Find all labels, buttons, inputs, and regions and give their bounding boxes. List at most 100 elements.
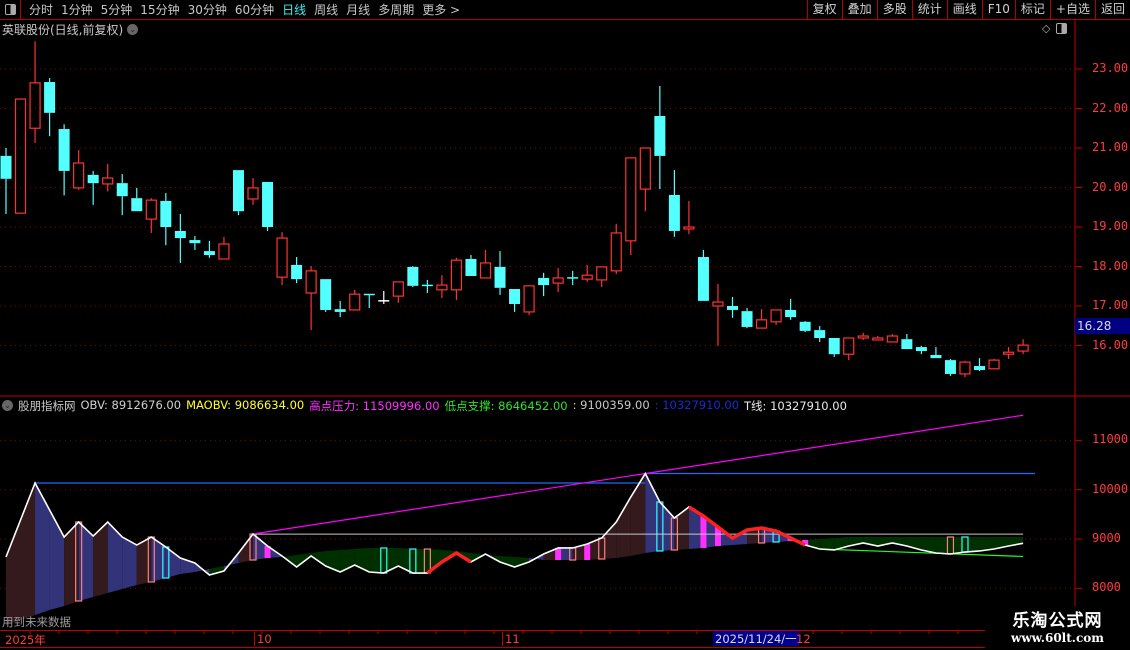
candle-body-up <box>450 259 463 291</box>
tab-period-6[interactable]: 日线 <box>282 3 307 17</box>
indicator-field: 高点压力: 11509996.00 <box>309 398 439 414</box>
time-label-year: 2025年 <box>5 633 46 647</box>
toolbar-button-7[interactable]: +自选 <box>1049 0 1095 19</box>
toolbar-button-8[interactable]: 返回 <box>1094 0 1130 19</box>
obv-above-fill <box>703 516 718 548</box>
obv-above-fill <box>20 482 36 621</box>
panel-toggle-icon[interactable] <box>1056 23 1068 34</box>
chevron-down-icon[interactable]: ⌄ <box>127 23 139 35</box>
toolbar-button-2[interactable]: 多股 <box>876 0 912 19</box>
candle-body-down <box>160 200 172 227</box>
indicator-name: 股朋指标网 <box>18 398 76 413</box>
tab-period-10[interactable]: 更多 > <box>422 3 461 17</box>
tab-period-2[interactable]: 5分钟 <box>100 3 133 17</box>
toolbar-button-1[interactable]: 叠加 <box>841 0 877 19</box>
tab-period-9[interactable]: 多周期 <box>378 3 415 17</box>
indicator-field: : 10327910.00 <box>655 398 739 414</box>
candle-body-down <box>421 284 433 287</box>
indicator-field-value: 10327910.00 <box>770 398 847 413</box>
indicator-field-label: T线: <box>744 398 771 413</box>
obv-above-fill <box>107 521 123 593</box>
obv-line <box>5 471 1024 576</box>
indicator-header: ⌄ 股朋指标网 OBV: 8912676.00 MAOBV: 9086634.00… <box>2 398 847 413</box>
candle-body-down <box>944 360 956 374</box>
candle-body-down <box>828 337 840 355</box>
price-tick-label: 22.00 <box>1092 100 1129 115</box>
candle-body-down <box>320 279 332 310</box>
watermark-url: www.60lt.com <box>1011 631 1104 645</box>
signal-bar-magenta <box>264 546 271 558</box>
obv-above-fill <box>78 521 94 601</box>
obv-above-fill <box>572 543 588 561</box>
candle-body-up <box>1002 351 1015 355</box>
candle-body-down <box>131 198 143 212</box>
toolbar-button-6[interactable]: 标记 <box>1014 0 1050 19</box>
candle-body-up <box>552 277 564 284</box>
toolbar-button-5[interactable]: F10 <box>981 0 1015 19</box>
price-tick-label: 21.00 <box>1092 140 1129 154</box>
indicator-field-value: 11509996.00 <box>362 398 440 413</box>
indicator-field: OBV: 8912676.00 <box>81 398 182 414</box>
period-tabs: 分时 1分钟 5分钟 15分钟 30分钟 60分钟 日线 周线 月线 多周期 更多 > <box>25 1 464 18</box>
signal-bar-magenta <box>714 527 721 547</box>
indicator-field-label: MAOBV: <box>186 397 235 412</box>
support-line <box>819 548 1024 558</box>
panel-toggle-icon[interactable] <box>0 0 21 19</box>
candle-body-down <box>567 277 579 279</box>
price-tick-label: 20.00 <box>1092 179 1129 194</box>
indicator-field-value: 9100359.00 <box>580 397 650 412</box>
tab-period-3[interactable]: 15分钟 <box>140 3 180 17</box>
candle-body-up <box>683 226 695 230</box>
candle-body-up <box>247 187 259 200</box>
candle-body-down <box>494 266 506 288</box>
candle-body-up <box>596 266 608 281</box>
chart-title-row: 英联股份(日线,前复权) ⌄ <box>2 21 139 37</box>
candle-body-up <box>770 309 782 323</box>
tab-period-0[interactable]: 分时 <box>29 3 54 17</box>
candle-body-up <box>392 281 404 297</box>
tab-period-8[interactable]: 月线 <box>346 3 371 17</box>
tab-period-5[interactable]: 60分钟 <box>234 3 275 17</box>
candle-body-down <box>668 195 680 231</box>
candle-body-down <box>974 366 986 370</box>
obv-below-fill <box>964 536 980 553</box>
indicator-field-value: 10327910.00 <box>662 397 740 412</box>
candle-body-down <box>407 266 419 286</box>
candle-body-up <box>610 232 622 272</box>
obv-below-fill <box>209 566 224 575</box>
diamond-icon[interactable]: ◇ <box>1042 22 1051 35</box>
candle-body-down <box>291 264 303 280</box>
candle-body-down <box>915 347 927 352</box>
obv-above-fill <box>543 547 559 561</box>
candle-body-down <box>334 309 346 312</box>
tab-period-4[interactable]: 30分钟 <box>187 3 227 17</box>
time-axis: 2025年 10 11 2025/11/24/一 12 <box>0 630 1075 648</box>
obv-above-fill <box>630 473 646 557</box>
toolbar-button-4[interactable]: 画线 <box>946 0 982 19</box>
indicator-tick-label: 9000 <box>1092 531 1121 545</box>
indicator-field: MAOBV: 9086634.00 <box>186 398 304 414</box>
candle-body-up <box>276 237 288 278</box>
candle-body-up <box>1017 344 1029 352</box>
toolbar-button-3[interactable]: 统计 <box>911 0 947 19</box>
obv-above-fill <box>165 546 181 579</box>
toolbar-button-0[interactable]: 复权 <box>806 0 842 19</box>
obv-below-fill <box>950 536 965 554</box>
tab-period-1[interactable]: 1分钟 <box>61 3 93 17</box>
candle-body-down <box>727 306 738 310</box>
toolbar-buttons: 复权 叠加 多股 统计 画线 F10 标记 +自选 返回 <box>806 0 1130 19</box>
tab-period-7[interactable]: 周线 <box>314 3 339 17</box>
candle-body-up <box>712 301 724 307</box>
candle-body-down <box>901 339 913 350</box>
signal-bar-magenta <box>584 543 591 561</box>
signal-bar-magenta <box>802 539 809 546</box>
candle-body-up <box>639 147 651 190</box>
candle-body-up <box>218 243 230 260</box>
indicator-field-label: 低点支撑: <box>444 398 499 413</box>
cursor-date-label: 2025/11/24/一 <box>713 631 799 646</box>
candle-body-down <box>232 170 244 212</box>
current-price-label: 16.28 <box>1075 318 1130 334</box>
chevron-down-icon[interactable]: ⌄ <box>2 400 13 411</box>
obv-above-fill <box>253 534 268 561</box>
